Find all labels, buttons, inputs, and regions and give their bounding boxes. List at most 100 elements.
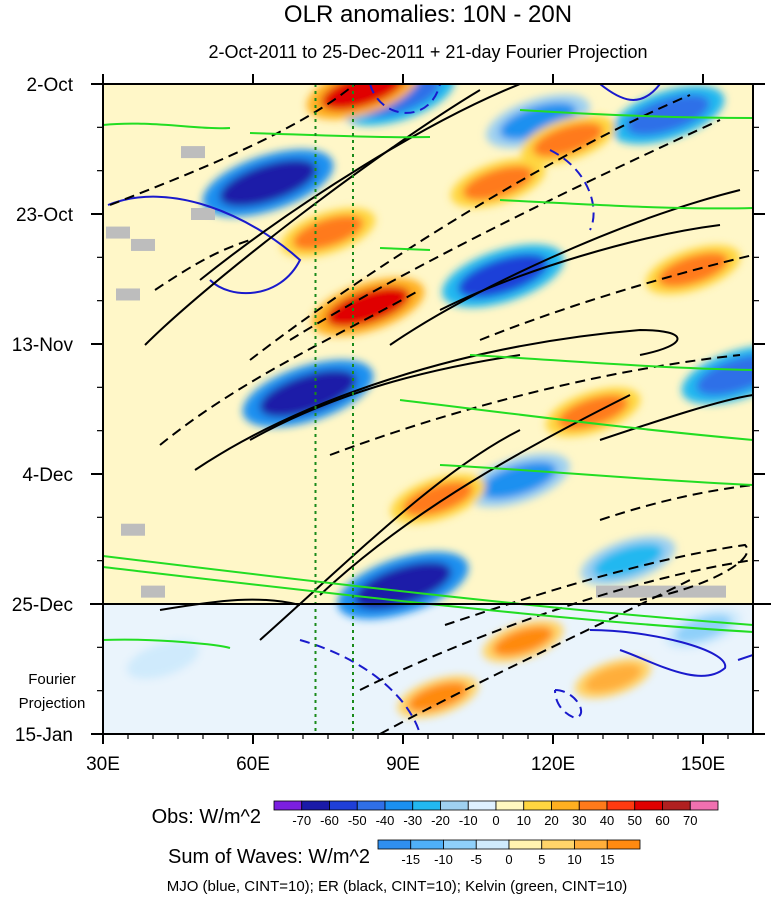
mjo-contour [549, 149, 595, 231]
obs-colorbar-swatch [384, 800, 414, 811]
obs-colorbar-swatch [467, 800, 497, 811]
anomaly-blob [584, 664, 642, 693]
er-contour [144, 89, 481, 346]
kelvin-contour [439, 464, 753, 486]
anomaly-blob [593, 543, 663, 578]
anomaly-blob [219, 159, 317, 207]
waves-colorbar-swatch [475, 839, 510, 850]
waves-colorbar-swatch [541, 839, 575, 850]
er-contour [359, 559, 753, 691]
er-contour [479, 254, 753, 341]
kelvin-contour [103, 638, 231, 649]
anomaly-blob [626, 94, 710, 136]
obs-colorbar-tick: 60 [655, 813, 669, 828]
missing-data-cell [116, 288, 140, 301]
obs-colorbar-tick: 0 [492, 813, 499, 828]
obs-colorbar-swatch [634, 800, 663, 811]
anomaly-blob [259, 370, 357, 417]
y-tick-label: 25-Dec [12, 595, 73, 616]
kelvin-contour [249, 132, 431, 139]
waves-colorbar-tick: -5 [470, 852, 482, 867]
x-tick-label: 120E [531, 754, 575, 775]
waves-colorbar-label: Sum of Waves: W/m^2 [168, 846, 370, 868]
obs-colorbar-tick: -10 [459, 813, 478, 828]
er-contour [439, 224, 721, 311]
obs-colorbar-tick: -50 [348, 813, 367, 828]
y-tick-label: 23-Oct [16, 205, 74, 226]
obs-colorbar-tick: -60 [320, 813, 339, 828]
er-contour [599, 484, 753, 521]
y-tick-label: 4-Dec [22, 465, 73, 486]
missing-data-cell [596, 585, 726, 598]
kelvin-contour [519, 109, 753, 119]
er-contour [329, 354, 741, 456]
missing-data-cell [131, 238, 155, 251]
y-tick-label: 15-Jan [15, 725, 73, 746]
x-tick-label: 90E [386, 754, 420, 775]
mjo-contour [737, 654, 753, 661]
obs-colorbar-tick: 70 [683, 813, 697, 828]
obs-colorbar-tick: -40 [376, 813, 395, 828]
obs-colorbar-swatch [578, 800, 608, 811]
waves-colorbar-swatch [377, 839, 412, 850]
anomaly-blob [136, 646, 190, 673]
chart-title: OLR anomalies: 10N - 20N [284, 1, 572, 28]
obs-colorbar-swatch [606, 800, 636, 811]
waves-colorbar-tick: 0 [505, 852, 512, 867]
obs-colorbar-swatch [523, 800, 552, 811]
waves-colorbar-tick: -10 [434, 852, 453, 867]
kelvin-contour [469, 354, 753, 371]
obs-colorbar-swatch [273, 800, 303, 811]
chart-subtitle: 2-Oct-2011 to 25-Dec-2011 + 21-day Fouri… [208, 42, 647, 62]
contour-legend: MJO (blue, CINT=10); ER (black, CINT=10)… [167, 878, 628, 895]
missing-data-cell [121, 523, 145, 536]
waves-colorbar-tick: 10 [567, 852, 581, 867]
mjo-contour [589, 629, 727, 677]
er-contour [194, 328, 679, 471]
mjo-contour [299, 639, 421, 734]
er-contour [599, 394, 753, 441]
waves-colorbar-tick: 15 [600, 852, 614, 867]
waves-colorbar-tick: -15 [401, 852, 420, 867]
projection-label-line2: Projection [19, 695, 86, 712]
obs-colorbar-swatch [551, 800, 580, 811]
mjo-contour [554, 689, 582, 720]
obs-colorbar-tick: 30 [572, 813, 586, 828]
kelvin-contour [103, 122, 231, 130]
obs-colorbar-tick: 20 [544, 813, 558, 828]
y-tick-label: 2-Oct [27, 75, 74, 96]
obs-colorbar-tick: -30 [403, 813, 422, 828]
obs-colorbar-tick: -70 [292, 813, 311, 828]
kelvin-contour [379, 247, 431, 251]
obs-colorbar-swatch [689, 800, 719, 811]
anomaly-blob [326, 286, 410, 328]
anomaly-blob [408, 682, 468, 712]
x-axis: 30E 60E 90E 120E 150E [86, 74, 729, 775]
kelvin-contour [499, 199, 753, 210]
obs-colorbar-tick: 10 [517, 813, 531, 828]
er-contour [154, 239, 251, 291]
mjo-contour [107, 195, 302, 295]
anomaly-blob [457, 254, 549, 298]
obs-colorbar-swatch [662, 800, 691, 811]
missing-data-cell [191, 208, 215, 220]
x-tick-label: 150E [681, 754, 725, 775]
er-contour [109, 84, 356, 206]
waves-colorbar-swatch [443, 839, 477, 850]
anomaly-blob [354, 561, 452, 609]
obs-colorbar-swatch [495, 800, 525, 811]
er-contour [289, 119, 721, 341]
er-contour [259, 429, 521, 641]
anomaly-blob [321, 84, 405, 111]
obs-colorbar: -70 -60 -50 -40 -30 -20 -10 0 10 20 30 40 50 60 70 [273, 800, 719, 828]
missing-data-cell [106, 226, 130, 239]
missing-data-cell [181, 146, 205, 159]
y-tick-label: 13-Nov [12, 335, 74, 356]
obs-colorbar-tick: -20 [431, 813, 450, 828]
waves-colorbar-swatch [574, 839, 608, 850]
obs-colorbar-label: Obs: W/m^2 [152, 806, 261, 828]
obs-colorbar-swatch [356, 800, 386, 811]
missing-data-cell [141, 585, 165, 598]
waves-colorbar-swatch [508, 839, 543, 850]
